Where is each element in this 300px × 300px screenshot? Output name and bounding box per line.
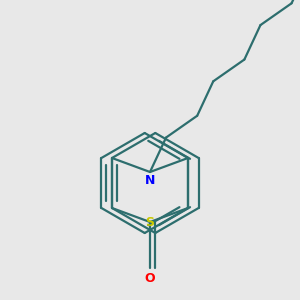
Text: O: O: [145, 272, 155, 285]
Text: S: S: [146, 215, 154, 229]
Text: N: N: [145, 174, 155, 187]
